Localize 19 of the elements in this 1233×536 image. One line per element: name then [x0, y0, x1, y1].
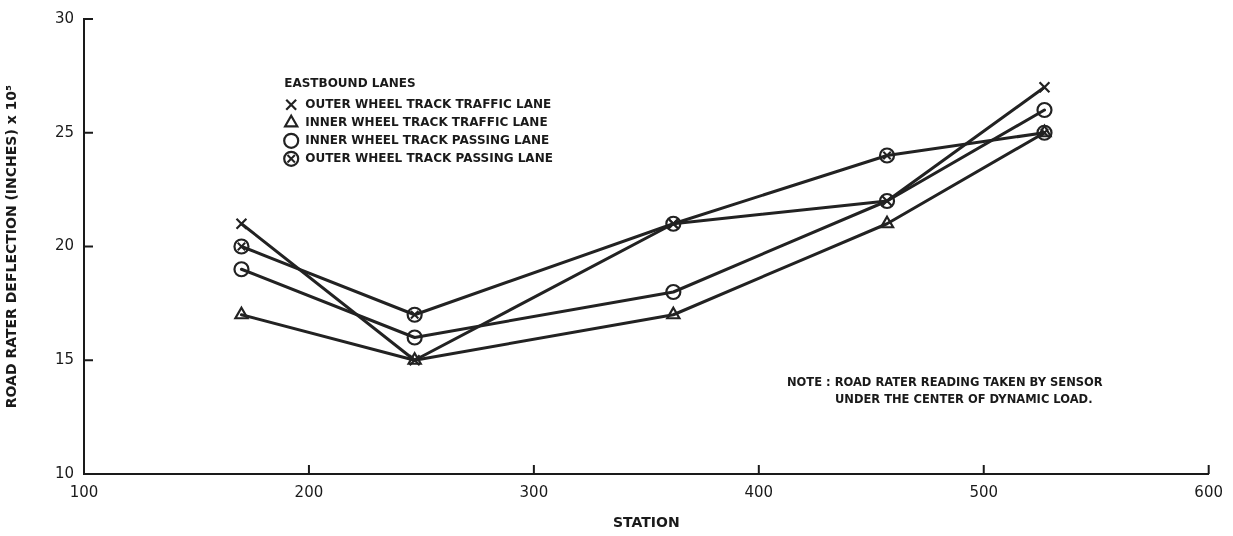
x-axis-title: STATION: [613, 514, 680, 531]
y-tick-label: 25: [54, 122, 74, 141]
legend-label: INNER WHEEL TRACK PASSING LANE: [305, 132, 550, 147]
y-tick-label: 10: [54, 463, 74, 482]
legend-label: INNER WHEEL TRACK TRAFFIC LANE: [305, 114, 548, 129]
x-tick-label: 200: [294, 482, 324, 501]
y-axis-title: ROAD RATER DEFLECTION (INCHES) x 10⁵: [3, 84, 20, 409]
x-tick-label: 400: [744, 482, 774, 501]
annotation: NOTE : ROAD RATER READING TAKEN BY SENSOR UNDER THE CENTER OF DYNAMIC LOAD.: [786, 374, 1103, 406]
x-tick-label: 600: [1194, 482, 1224, 501]
y-tick-label: 15: [54, 350, 74, 369]
x-tick-label: 300: [519, 482, 549, 501]
y-tick-label: 20: [54, 236, 74, 255]
x-tick-label: 100: [69, 482, 99, 501]
x-tick-label: 500: [969, 482, 999, 501]
y-tick-label: 30: [54, 8, 74, 27]
legend-title: EASTBOUND LANES: [284, 75, 416, 90]
legend-label: OUTER WHEEL TRACK TRAFFIC LANE: [305, 96, 552, 111]
legend-label: OUTER WHEEL TRACK PASSING LANE: [305, 150, 553, 165]
